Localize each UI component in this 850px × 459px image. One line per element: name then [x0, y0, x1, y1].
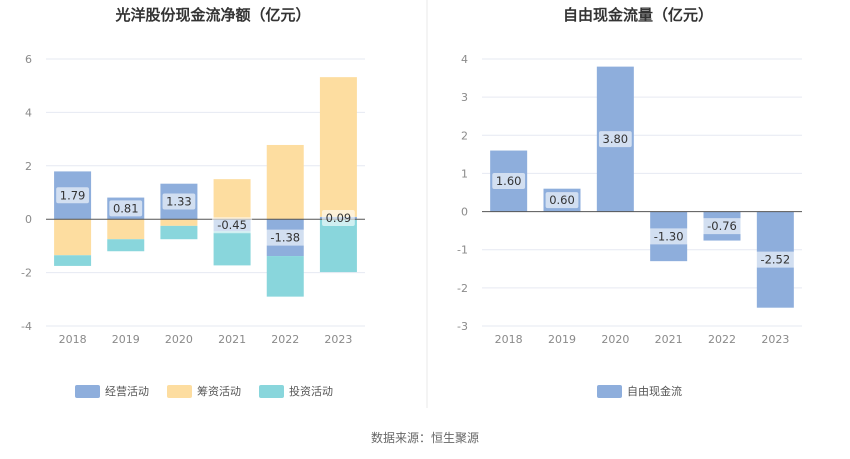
legend-swatch-筹资活动[interactable] [167, 385, 192, 398]
data-label: -2.52 [760, 253, 790, 267]
bar-投资活动-2020[interactable] [160, 225, 198, 240]
bar-筹资活动-2022[interactable] [266, 144, 304, 220]
data-label-bg [755, 251, 796, 268]
x-tick-label: 2023 [761, 333, 789, 346]
x-tick-label: 2023 [324, 333, 352, 346]
legend-swatch-经营活动[interactable] [75, 385, 100, 398]
y-tick-label: -4 [21, 320, 32, 333]
y-tick-label: 0 [25, 213, 32, 226]
y-tick-label: 4 [25, 106, 32, 119]
bar-投资活动-2018[interactable] [54, 255, 92, 266]
bar-筹资活动-2018[interactable] [54, 219, 92, 256]
x-tick-label: 2021 [218, 333, 246, 346]
data-label-bg [265, 229, 306, 246]
x-tick-label: 2021 [655, 333, 683, 346]
data-label: -1.38 [270, 231, 300, 245]
legend-label[interactable]: 经营活动 [105, 384, 149, 398]
y-tick-label: 1 [461, 167, 468, 180]
y-tick-label: 2 [461, 129, 468, 142]
left-chart: -4 -2 0 2 4 6 2018 2019 2020 2021 2022 2023 1.79 0.81… [21, 53, 365, 398]
y-tick-label: 3 [461, 91, 468, 104]
x-tick-label: 2019 [548, 333, 576, 346]
y-tick-label: 2 [25, 160, 32, 173]
x-tick-label: 2022 [271, 333, 299, 346]
x-tick-label: 2022 [708, 333, 736, 346]
bar-筹资活动-2021[interactable] [213, 179, 251, 220]
bar-投资活动-2019[interactable] [107, 239, 145, 252]
data-source-label: 数据来源：恒生聚源 [371, 430, 479, 445]
data-label: 3.80 [603, 132, 629, 146]
bar-投资活动-2021[interactable] [213, 231, 251, 266]
legend-label[interactable]: 自由现金流 [627, 384, 682, 398]
legend-label[interactable]: 投资活动 [289, 384, 333, 398]
data-label: 0.09 [326, 211, 352, 225]
x-tick-label: 2019 [112, 333, 140, 346]
data-label: 1.79 [60, 188, 86, 202]
data-label-bg [109, 200, 143, 217]
x-tick-label: 2018 [495, 333, 523, 346]
data-label: -0.76 [707, 219, 737, 233]
x-tick-label: 2020 [601, 333, 629, 346]
legend-label[interactable]: 筹资活动 [197, 384, 241, 398]
data-label: -0.45 [217, 218, 247, 232]
data-label-bg [322, 209, 355, 226]
bar-投资活动-2022[interactable] [266, 256, 304, 297]
data-label-bg [212, 217, 253, 234]
right-chart-title: 自由现金流量（亿元） [563, 6, 713, 24]
data-label: 1.33 [166, 194, 192, 208]
data-label-bg [492, 173, 526, 190]
bar-投资活动-2023[interactable] [319, 219, 357, 273]
y-tick-label: 0 [461, 206, 468, 219]
y-tick-label: -2 [21, 267, 32, 280]
y-tick-label: -1 [457, 244, 468, 257]
y-tick-label: 6 [25, 53, 32, 66]
left-chart-title: 光洋股份现金流净额（亿元） [114, 6, 310, 24]
bar-筹资活动-2023[interactable] [319, 77, 357, 217]
data-label: -1.30 [654, 229, 684, 243]
data-label: 0.81 [113, 201, 139, 215]
bar-筹资活动-2020[interactable] [160, 219, 198, 226]
y-tick-label: -3 [457, 320, 468, 333]
data-label-bg [598, 131, 632, 148]
x-tick-label: 2018 [59, 333, 87, 346]
data-label-bg [702, 218, 742, 235]
data-label-bg [648, 228, 689, 245]
legend-swatch-投资活动[interactable] [259, 385, 284, 398]
data-label-bg [545, 192, 579, 209]
x-tick-label: 2020 [165, 333, 193, 346]
data-label-bg [56, 187, 89, 204]
right-chart: -3 -2 -1 0 1 2 3 4 2018 2019 2020 2021 2022 2023 1.60 0… [457, 53, 802, 398]
bar-筹资活动-2019[interactable] [107, 219, 145, 240]
y-tick-label: -2 [457, 282, 468, 295]
y-tick-label: 4 [461, 53, 468, 66]
data-label-bg [162, 193, 196, 210]
legend-swatch-自由现金流[interactable] [597, 385, 622, 398]
data-label: 0.60 [549, 193, 575, 207]
data-label: 1.60 [496, 174, 522, 188]
